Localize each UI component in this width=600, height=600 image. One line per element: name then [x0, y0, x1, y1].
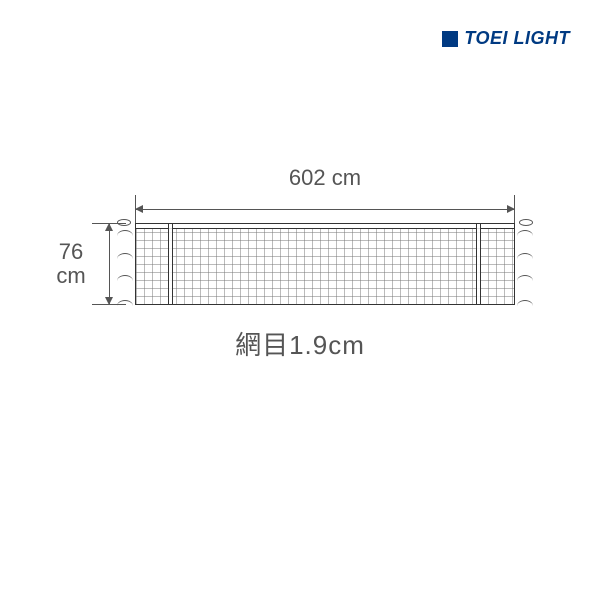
- net-vertical-band: [476, 224, 481, 304]
- height-label: 76 cm: [50, 240, 92, 288]
- net-mesh: [135, 223, 515, 305]
- tie-string-icon: [517, 275, 533, 281]
- tie-string-icon: [117, 275, 133, 281]
- brand-logo: TOEI LIGHT: [442, 28, 570, 49]
- net-graphic: [135, 223, 515, 305]
- net-vertical-band: [168, 224, 173, 304]
- arrow-left-icon: [135, 205, 143, 213]
- width-dimension-line: [135, 195, 515, 223]
- logo-mark-icon: [442, 31, 458, 47]
- net-top-band: [136, 224, 514, 229]
- tie-string-icon: [117, 230, 133, 236]
- tie-string-icon: [517, 300, 533, 306]
- mesh-size-label: 網目1.9cm: [50, 325, 550, 362]
- net-diagram: 602 cm 76 cm: [50, 165, 550, 415]
- rope-loop-icon: [117, 219, 131, 226]
- width-label: 602 cm: [135, 165, 515, 191]
- width-dimension: 602 cm: [135, 165, 515, 220]
- rope-loop-icon: [519, 219, 533, 226]
- tie-string-icon: [517, 230, 533, 236]
- tie-string-icon: [117, 300, 133, 306]
- tie-string-icon: [517, 253, 533, 259]
- arrow-up-icon: [105, 223, 113, 231]
- tie-string-icon: [117, 253, 133, 259]
- logo-text: TOEI LIGHT: [464, 28, 570, 49]
